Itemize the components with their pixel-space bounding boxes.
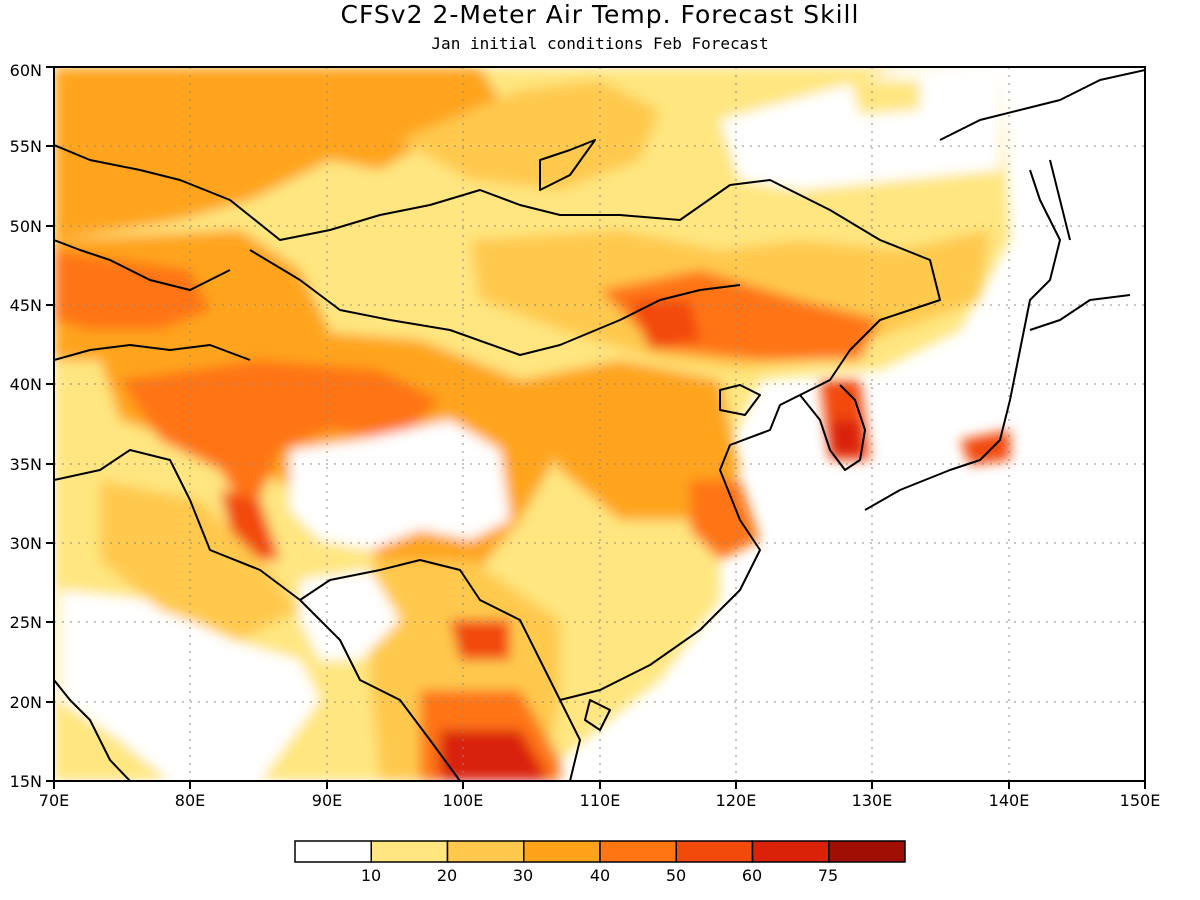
gridlines (54, 67, 1145, 781)
legend-label: 40 (590, 866, 610, 885)
chart-subtitle: Jan initial conditions Feb Forecast (431, 34, 769, 53)
skill-field (54, 67, 1145, 781)
lon-label: 130E (852, 791, 893, 810)
legend-color-box (370, 840, 449, 863)
lat-label: 35N (10, 455, 42, 474)
lon-label: 100E (443, 791, 484, 810)
lat-label: 60N (10, 61, 42, 80)
lat-label: 15N (10, 772, 42, 791)
legend-boxes (294, 840, 906, 863)
lat-label: 40N (10, 375, 42, 394)
legend-labels: 10 20 30 40 50 60 75 (361, 866, 838, 885)
lat-label: 25N (10, 613, 42, 632)
lon-labels: 70E 80E 90E 100E 110E 120E 130E 140E 150… (39, 791, 1161, 810)
lon-label: 150E (1120, 791, 1161, 810)
legend-color-box (599, 840, 677, 863)
chart-title: CFSv2 2-Meter Air Temp. Forecast Skill (340, 0, 860, 29)
legend-label: 20 (437, 866, 457, 885)
lon-label: 70E (39, 791, 69, 810)
coastlines (54, 69, 1145, 781)
tick-marks (46, 66, 1146, 789)
legend-color-box (675, 840, 754, 863)
legend-color-box (446, 840, 525, 863)
legend-label: 10 (361, 866, 381, 885)
lat-label: 20N (10, 693, 42, 712)
lon-label: 110E (580, 791, 621, 810)
lon-label: 140E (989, 791, 1030, 810)
lon-label: 120E (716, 791, 757, 810)
lon-label: 80E (175, 791, 205, 810)
legend-color-box (294, 840, 372, 863)
legend-color-box (828, 840, 906, 863)
lat-label: 55N (10, 137, 42, 156)
color-legend: 10 20 30 40 50 60 75 (294, 840, 906, 885)
legend-label: 60 (742, 866, 762, 885)
legend-color-box (523, 840, 601, 863)
legend-label: 30 (513, 866, 533, 885)
legend-color-box (751, 840, 830, 863)
lat-label: 50N (10, 217, 42, 236)
lat-label: 45N (10, 296, 42, 315)
legend-label: 50 (666, 866, 686, 885)
lat-labels: 15N 20N 25N 30N 35N 40N 45N 50N 55N 60N (10, 61, 42, 791)
lat-label: 30N (10, 534, 42, 553)
legend-label: 75 (818, 866, 838, 885)
lon-label: 90E (312, 791, 342, 810)
